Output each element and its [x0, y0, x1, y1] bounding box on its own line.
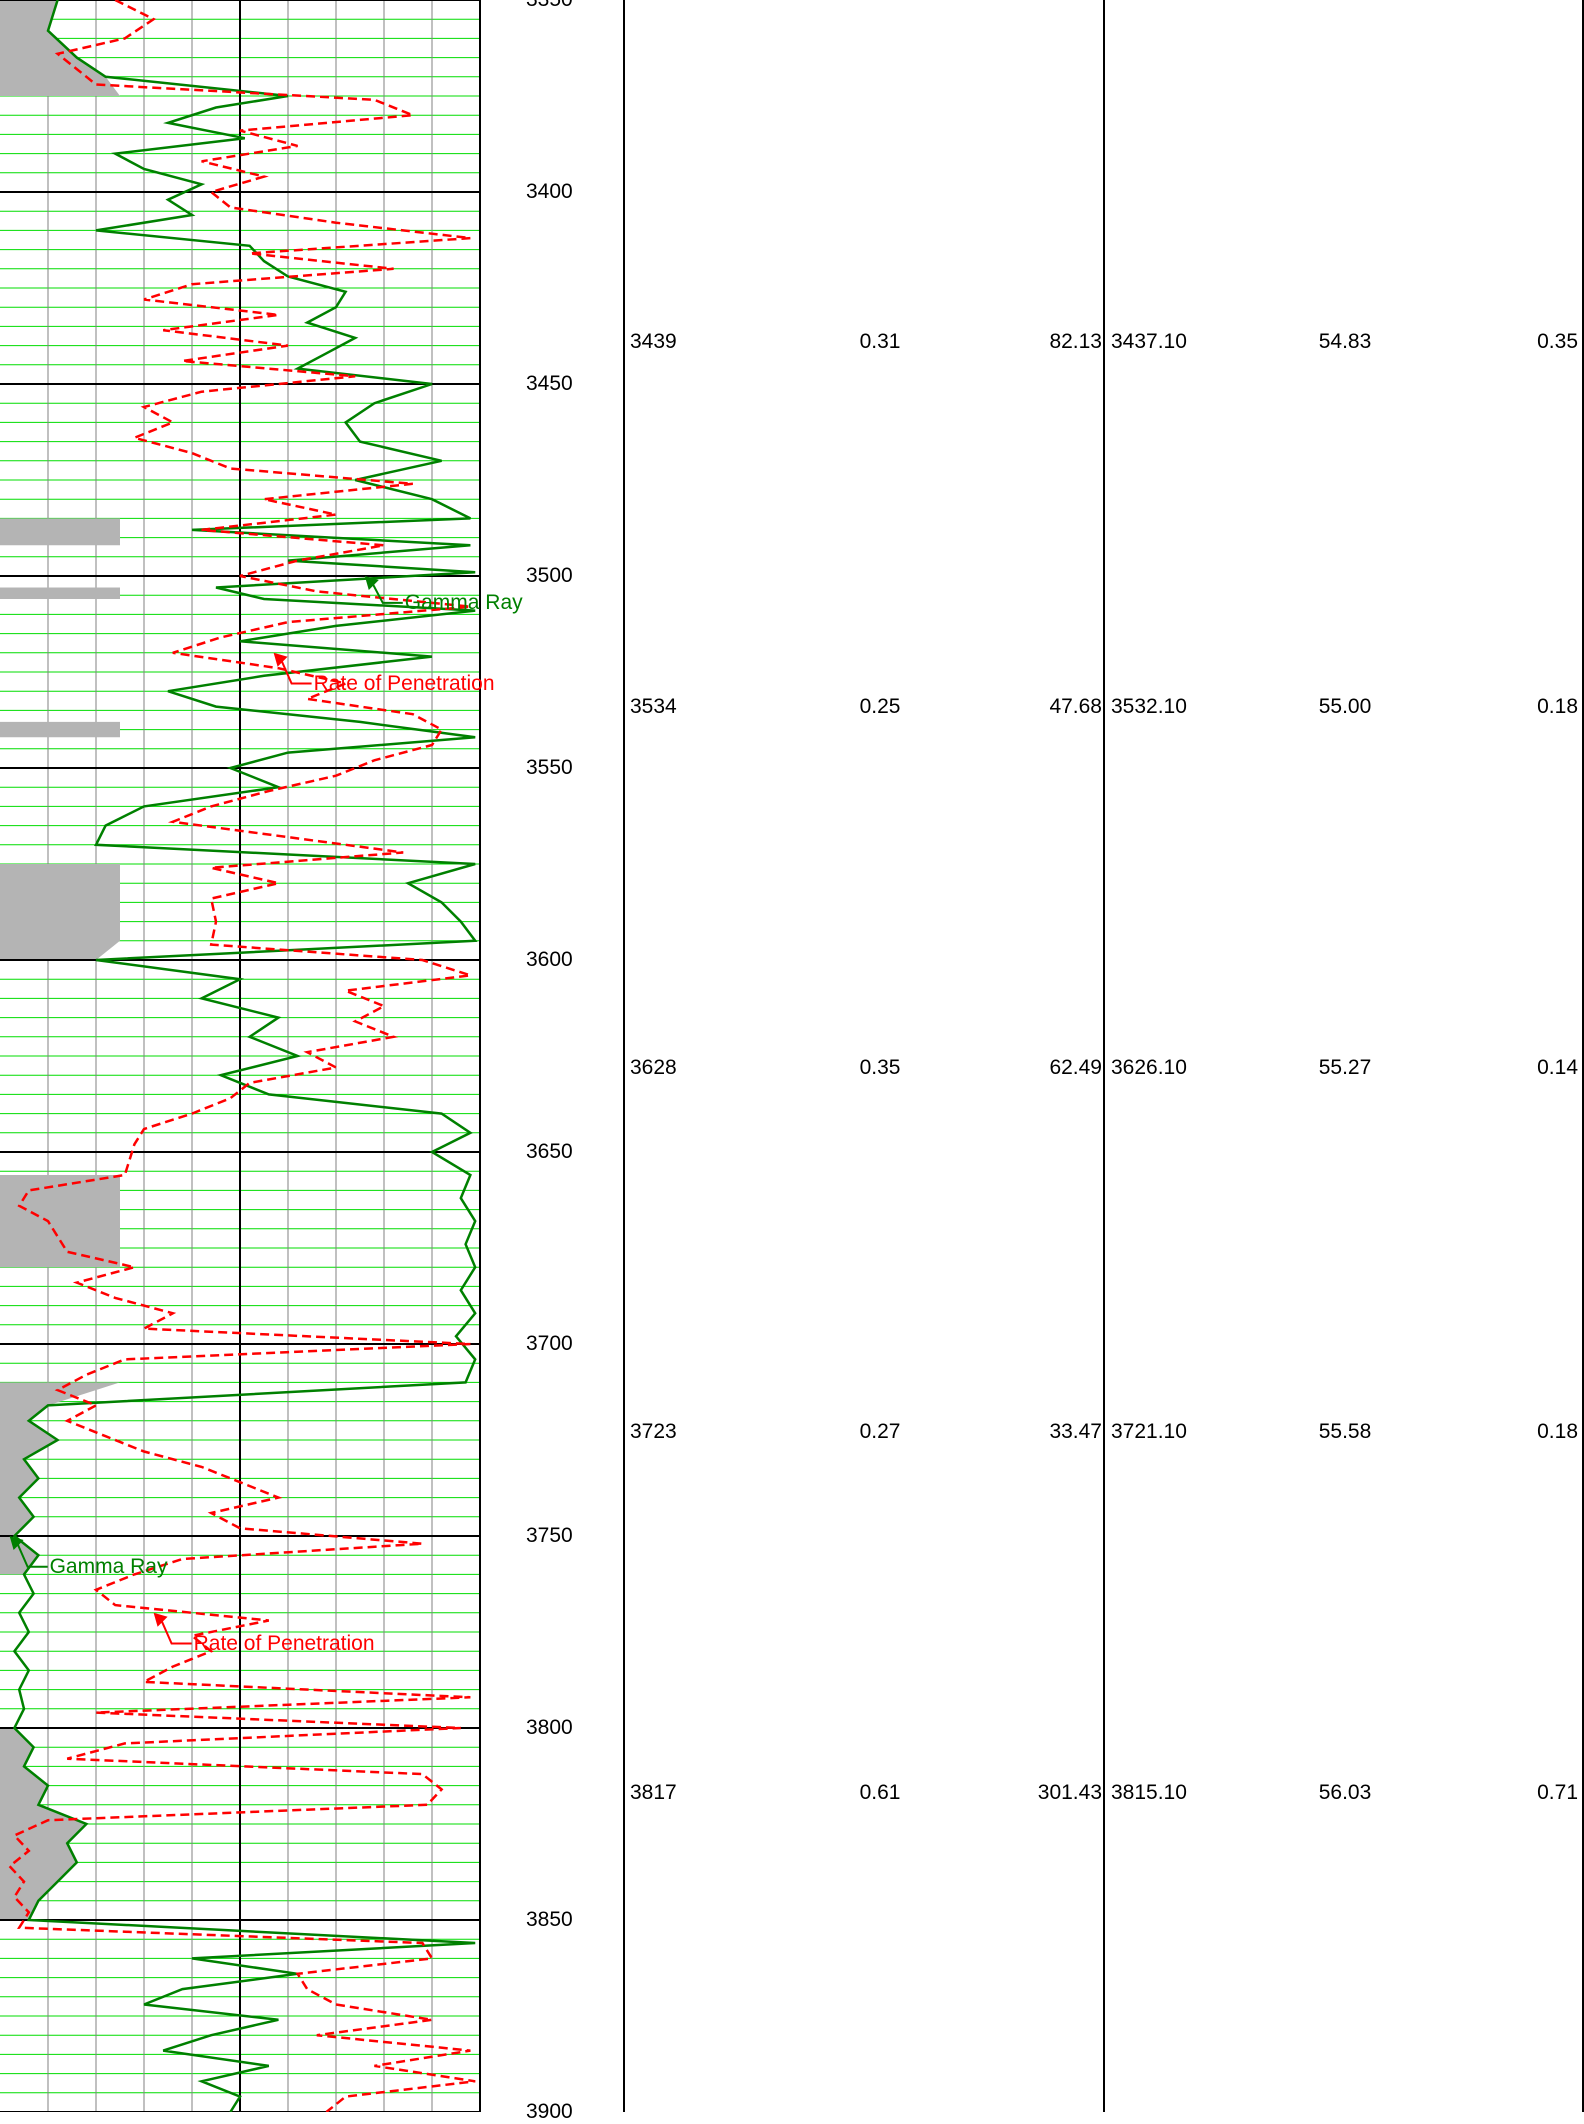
gamma-ray-fill — [0, 721, 120, 738]
value-cell: 0.14 — [1537, 1055, 1578, 1079]
rate-of-penetration-annotation: Rate of Penetration — [313, 671, 495, 695]
md-cell: 3723 — [630, 1420, 677, 1444]
gamma-ray-fill — [0, 864, 120, 960]
value-cell: 0.18 — [1537, 694, 1578, 718]
value-cell: 54.83 — [1318, 329, 1372, 353]
annotation-arrowhead — [9, 1536, 24, 1550]
depth-tick-label: 3600 — [526, 948, 573, 971]
gamma-ray-curve — [12, 0, 478, 2112]
value-cell: 0.71 — [1537, 1781, 1578, 1805]
value-cell: 0.31 — [859, 329, 901, 353]
depth-tick-label: 3450 — [526, 372, 573, 395]
gamma-ray-fill — [0, 1175, 120, 1268]
value-cell: 82.13 — [1049, 329, 1102, 353]
annotation-arrowhead — [364, 576, 379, 590]
md-cell: 3439 — [630, 329, 677, 353]
gamma-ray-fill — [0, 1382, 120, 1575]
tvd-cell: 3437.10 — [1111, 329, 1187, 353]
md-cell: 3817 — [630, 1781, 677, 1805]
value-cell: 55.27 — [1318, 1055, 1372, 1079]
gamma-ray-fill — [0, 1728, 87, 1920]
value-cell: 0.18 — [1537, 1420, 1578, 1444]
tvd-cell: 3626.10 — [1111, 1055, 1187, 1079]
annotation-arrowhead — [153, 1612, 168, 1627]
depth-tick-label: 3800 — [526, 1716, 573, 1739]
md-cell: 3534 — [630, 694, 677, 718]
value-cell: 0.27 — [859, 1420, 901, 1444]
tvd-cell: 3532.10 — [1111, 694, 1187, 718]
value-cell: 55.00 — [1318, 694, 1372, 718]
depth-tick-label: 3500 — [526, 564, 573, 587]
value-cell: 301.43 — [1037, 1781, 1102, 1805]
rate-of-penetration-curve — [7, 0, 476, 2112]
rate-of-penetration-annotation: Rate of Penetration — [193, 1631, 375, 1655]
value-cell: 0.61 — [859, 1781, 901, 1805]
depth-tick-label: 3750 — [526, 1524, 573, 1547]
tvd-cell: 3815.10 — [1111, 1781, 1187, 1805]
annotation-leader — [16, 1543, 48, 1568]
value-cell: 33.47 — [1049, 1420, 1102, 1444]
annotation-leader — [160, 1620, 192, 1645]
gamma-ray-fill — [0, 0, 120, 96]
md-cell: 3628 — [630, 1055, 677, 1079]
depth-tick-label: 3900 — [526, 2100, 573, 2123]
gamma-ray-annotation: Gamma Ray — [49, 1554, 168, 1578]
value-cell: 47.68 — [1049, 694, 1102, 718]
depth-tick-label: 3650 — [526, 1140, 573, 1163]
annotation-leader — [280, 660, 312, 685]
value-cell: 55.58 — [1318, 1420, 1372, 1444]
gamma-ray-fill — [0, 518, 120, 546]
value-cell: 56.03 — [1318, 1781, 1372, 1805]
value-cell: 0.35 — [1537, 329, 1578, 353]
depth-tick-label: 3700 — [526, 1332, 573, 1355]
annotation-arrowhead — [273, 652, 288, 667]
gamma-ray-annotation: Gamma Ray — [404, 590, 523, 614]
depth-tick-label: 3400 — [526, 180, 573, 203]
tvd-cell: 3721.10 — [1111, 1420, 1187, 1444]
value-cell: 62.49 — [1049, 1055, 1102, 1079]
value-cell: 0.35 — [859, 1055, 901, 1079]
depth-tick-label: 3550 — [526, 756, 573, 779]
depth-tick-label: 3350 — [526, 0, 573, 12]
annotation-leader — [371, 583, 403, 604]
gamma-ray-fill — [0, 587, 120, 600]
depth-tick-label: 3850 — [526, 1908, 573, 1931]
value-cell: 0.25 — [859, 694, 901, 718]
